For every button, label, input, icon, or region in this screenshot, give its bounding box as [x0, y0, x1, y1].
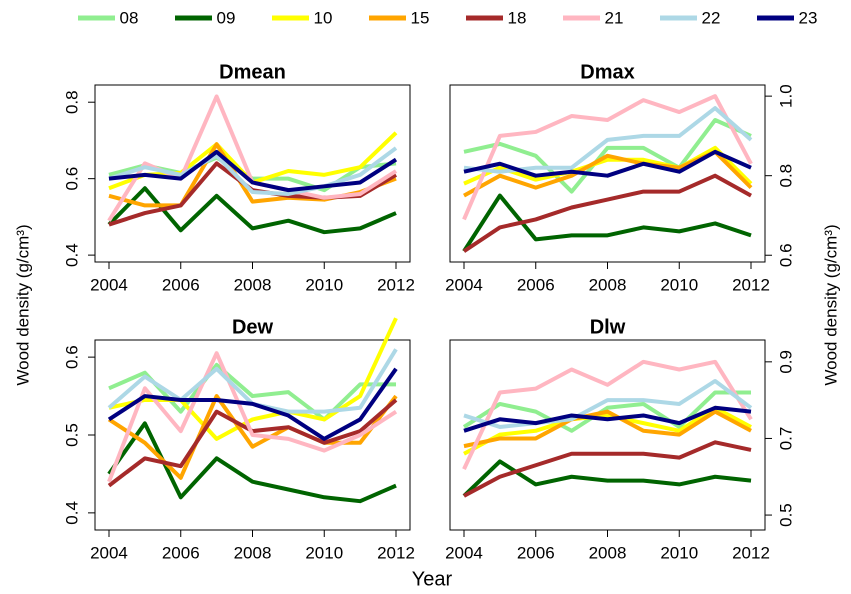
x-tick-label: 2006 — [162, 543, 200, 562]
panel-title: Dlw — [590, 316, 626, 338]
x-axis-label: Year — [412, 568, 453, 590]
x-tick-label: 2008 — [234, 275, 272, 294]
series-line — [463, 378, 753, 429]
series-line — [108, 146, 398, 196]
series-line — [463, 409, 752, 449]
legend-label: 15 — [411, 8, 430, 27]
y-tick-label: 0.9 — [776, 350, 795, 374]
x-tick-label: 2010 — [660, 275, 698, 294]
series-line — [108, 149, 398, 193]
y-tick-label: 1.0 — [776, 84, 795, 108]
x-tick-label: 2012 — [377, 543, 415, 562]
series-line — [463, 118, 752, 194]
series-line — [107, 394, 398, 480]
legend-label: 21 — [605, 8, 624, 27]
series-line — [462, 390, 752, 433]
x-tick-label: 2006 — [517, 275, 555, 294]
x-tick-label: 2004 — [445, 275, 483, 294]
series-line — [107, 351, 398, 483]
y-axis-label-right: Wood density (g/cm³) — [821, 224, 840, 385]
x-tick-label: 2012 — [732, 275, 770, 294]
x-tick-label: 2004 — [90, 543, 128, 562]
legend-label: 10 — [314, 8, 333, 27]
series-line — [463, 405, 752, 456]
x-tick-label: 2010 — [305, 275, 343, 294]
x-tick-label: 2012 — [377, 275, 415, 294]
x-tick-label: 2004 — [445, 543, 483, 562]
y-tick-label: 0.6 — [776, 243, 795, 267]
x-tick-label: 2010 — [305, 543, 343, 562]
legend-label: 23 — [799, 8, 818, 27]
x-tick-label: 2010 — [660, 543, 698, 562]
legend-label: 09 — [217, 8, 236, 27]
x-tick-label: 2008 — [589, 543, 627, 562]
series-line — [107, 186, 397, 235]
legend-label: 08 — [120, 8, 139, 27]
x-tick-label: 2004 — [90, 275, 128, 294]
series-line — [462, 173, 752, 253]
series-line — [462, 359, 753, 470]
y-tick-label: 0.4 — [62, 501, 81, 525]
y-tick-label: 0.6 — [62, 167, 81, 191]
y-tick-label: 0.4 — [62, 243, 81, 267]
x-tick-label: 2008 — [589, 275, 627, 294]
series-line — [108, 362, 397, 422]
series-line — [463, 149, 752, 178]
legend-label: 22 — [702, 8, 721, 27]
series-line — [463, 405, 752, 433]
series-line — [462, 193, 752, 253]
series-line — [463, 440, 752, 498]
y-tick-label: 0.8 — [776, 164, 795, 188]
series-line — [463, 106, 753, 174]
panel-title: Dmax — [580, 61, 634, 83]
series-line — [107, 421, 397, 504]
y-tick-label: 0.5 — [776, 503, 795, 527]
x-tick-label: 2006 — [162, 275, 200, 294]
legend-label: 18 — [508, 8, 527, 27]
x-tick-label: 2008 — [234, 543, 272, 562]
y-tick-label: 0.6 — [62, 345, 81, 369]
x-tick-label: 2012 — [732, 543, 770, 562]
panel-title: Dew — [232, 316, 274, 338]
series-line — [107, 367, 398, 441]
y-axis-label: Wood density (g/cm³) — [13, 224, 32, 385]
series-line — [462, 94, 753, 221]
y-tick-label: 0.7 — [776, 427, 795, 451]
panel-title: Dmean — [219, 61, 286, 83]
y-tick-label: 0.8 — [62, 90, 81, 114]
series-line — [462, 459, 752, 498]
y-tick-label: 0.5 — [62, 423, 81, 447]
x-tick-label: 2006 — [517, 543, 555, 562]
